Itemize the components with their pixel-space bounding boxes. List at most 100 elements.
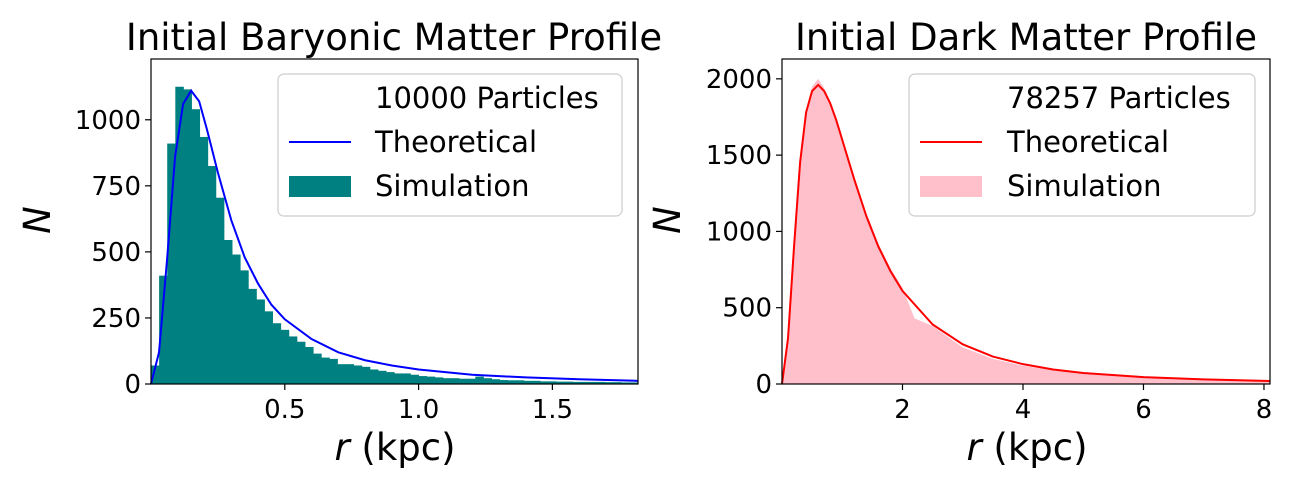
x-tick-label: 1.0	[398, 395, 439, 425]
histogram-bar	[459, 378, 468, 384]
histogram-bar	[305, 347, 314, 384]
histogram-bar	[523, 380, 533, 384]
histogram-bar	[426, 376, 436, 384]
y-tick-label: 1500	[706, 141, 772, 171]
histogram-bar	[467, 378, 476, 384]
histogram-bar	[329, 358, 338, 384]
legend-box	[908, 73, 1256, 217]
histogram-bar	[191, 109, 201, 384]
histogram-bar	[434, 377, 444, 384]
histogram-bar	[515, 380, 525, 384]
legend: 10000 Particles Theoretical Simulation	[277, 73, 623, 217]
histogram-bar	[605, 382, 614, 384]
histogram-bar	[223, 240, 233, 384]
y-tick-label: 250	[91, 304, 141, 334]
x-axis-unit: (kpc)	[993, 426, 1087, 469]
histogram-bar	[564, 381, 574, 384]
y-tick-label: 0	[124, 370, 141, 400]
y-tick-label: 1000	[706, 217, 772, 247]
histogram-bar	[337, 364, 346, 384]
histogram-bar	[378, 370, 387, 384]
histogram-bar	[296, 341, 306, 384]
histogram-bar	[418, 376, 428, 384]
dark-matter-panel: Initial Dark Matter Profile 2 4 6 8 0 500 1000…	[646, 16, 1272, 469]
x-axis-label: r (kpc)	[334, 426, 455, 469]
legend-particles: 78257 Particles	[1007, 81, 1231, 115]
x-tick-label: 4	[1015, 395, 1032, 425]
histogram-bar	[475, 376, 484, 384]
histogram-bar	[613, 382, 622, 384]
histogram-bar	[386, 372, 395, 384]
histogram-bar	[248, 288, 257, 384]
histogram-bar	[207, 166, 217, 384]
histogram-bar	[272, 323, 282, 384]
legend-simulation: Simulation	[1007, 169, 1161, 203]
plot-area	[781, 78, 1271, 385]
chart-title: Initial Baryonic Matter Profile	[126, 16, 662, 59]
histogram-bar	[175, 86, 184, 385]
histogram-bar	[491, 379, 501, 384]
theoretical-curve	[781, 83, 1271, 385]
histogram-bar	[199, 136, 209, 384]
x-axis-var: r	[966, 426, 984, 469]
y-tick-label: 750	[91, 172, 141, 202]
axes-frame	[150, 58, 639, 385]
x-axis-var: r	[334, 426, 352, 469]
histogram-bar	[394, 373, 403, 384]
histogram-bar	[215, 197, 225, 384]
histogram-bar	[167, 143, 176, 384]
y-axis-label: N	[16, 206, 59, 234]
histogram-bar	[353, 365, 363, 384]
theoretical-curve	[150, 88, 639, 385]
y-tick-label: 500	[722, 294, 772, 324]
legend-hist-swatch	[920, 176, 982, 197]
histogram-bar	[450, 378, 460, 384]
histogram-bar	[345, 364, 355, 384]
y-tick-label: 500	[91, 238, 141, 268]
histogram-bar	[588, 381, 598, 384]
histogram-bar	[240, 270, 249, 384]
tick-labels: 0.5 1.0 1.5 0 250 500 750 1000	[75, 106, 573, 425]
histogram-bar	[256, 299, 265, 384]
axes-frame	[781, 58, 1271, 385]
chart-title: Initial Dark Matter Profile	[795, 16, 1257, 59]
histogram-bar	[572, 381, 582, 384]
histogram-bar	[288, 336, 298, 384]
histogram-bar	[621, 382, 630, 384]
histogram-bar	[361, 366, 371, 384]
histogram-bar	[369, 369, 379, 384]
histogram-bar	[442, 378, 452, 384]
x-tick-label: 6	[1135, 395, 1152, 425]
plot-area	[150, 86, 639, 385]
histogram-bar	[580, 381, 590, 384]
histogram-bar	[532, 380, 541, 384]
histogram-bar	[313, 353, 322, 384]
baryonic-panel: Initial Baryonic Matter Profile 0.5 1.0 1.…	[16, 16, 662, 469]
legend: 78257 Particles Theoretical Simulation	[908, 73, 1256, 217]
y-tick-label: 1000	[75, 106, 141, 136]
histogram-bar	[232, 254, 241, 384]
histogram-bar	[629, 382, 638, 384]
histogram-bar	[540, 381, 549, 384]
x-axis-label: r (kpc)	[966, 426, 1087, 469]
y-tick-label: 0	[755, 370, 772, 400]
histogram-bar	[507, 380, 517, 384]
histogram-bar	[264, 311, 274, 384]
histogram-bar	[321, 357, 330, 384]
histogram-bar	[151, 365, 160, 384]
histogram-bar	[596, 381, 606, 384]
histogram-fill	[782, 78, 1270, 384]
legend-hist-swatch	[289, 176, 351, 197]
legend-theoretical: Theoretical	[1006, 125, 1169, 159]
legend-particles: 10000 Particles	[375, 81, 599, 115]
x-tick-label: 8	[1256, 395, 1273, 425]
histogram-bar	[483, 378, 492, 384]
x-tick-label: 2	[894, 395, 911, 425]
y-axis-label: N	[646, 206, 689, 234]
histogram-bar	[183, 89, 192, 384]
x-tick-label: 1.5	[532, 395, 573, 425]
x-tick-label: 0.5	[264, 395, 305, 425]
histogram-bar	[548, 381, 557, 384]
histogram-bar	[410, 374, 419, 384]
